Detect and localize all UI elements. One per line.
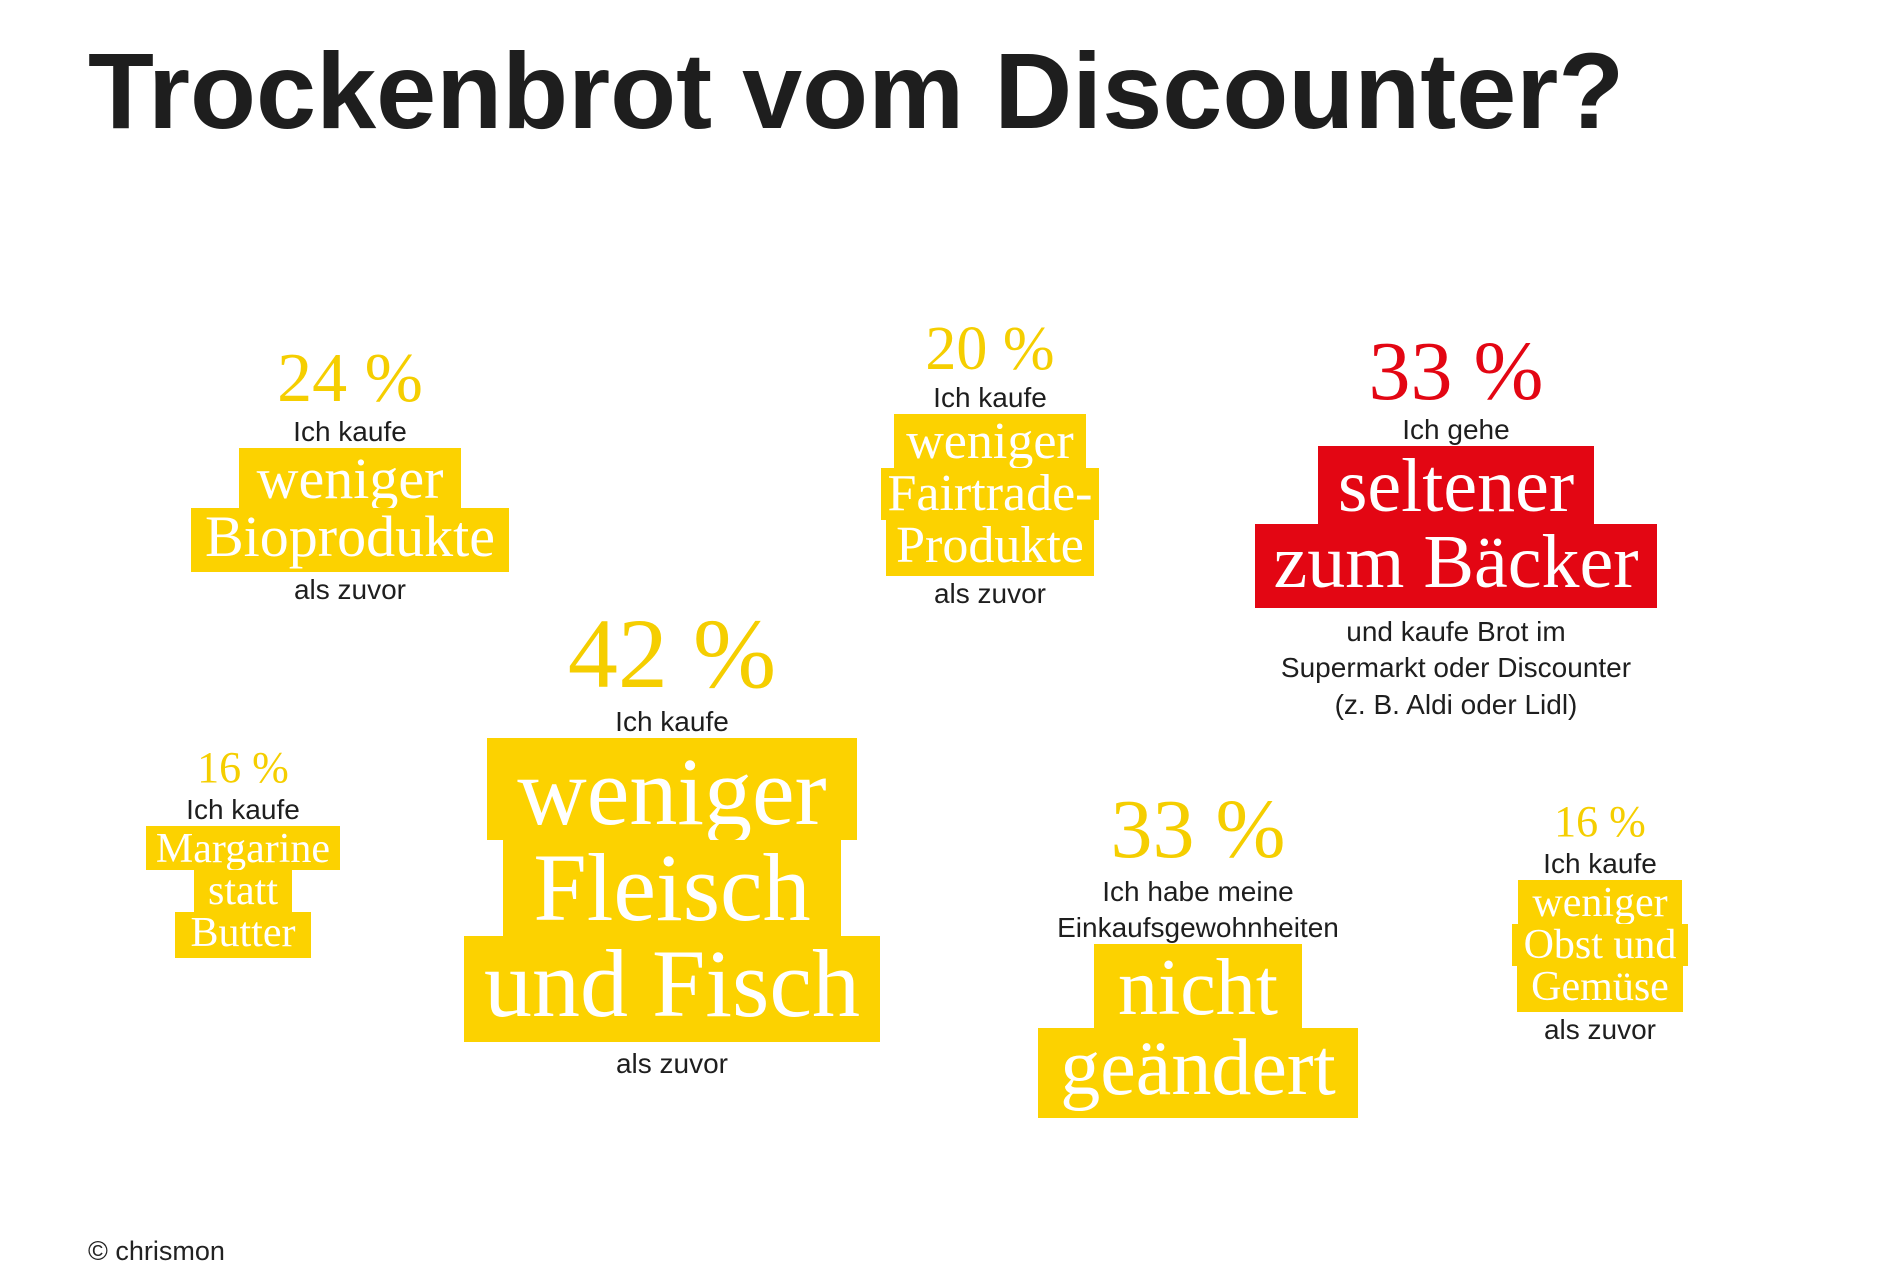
highlight-line: und Fisch bbox=[463, 936, 881, 1043]
highlight-line: Butter bbox=[174, 912, 312, 959]
percent-value: 24 % bbox=[277, 340, 423, 417]
tail-text: als zuvor bbox=[1543, 1014, 1657, 1046]
lead-text: Ich kaufe bbox=[933, 382, 1047, 413]
tail-text: und kaufe Brot im bbox=[1346, 616, 1566, 648]
highlight-line: zum Bäcker bbox=[1255, 524, 1657, 609]
percent-value: 16 % bbox=[1554, 797, 1646, 846]
lead-text: Ich kaufe bbox=[615, 706, 729, 737]
highlight-line: weniger bbox=[238, 448, 462, 509]
highlight-line: nicht bbox=[1094, 944, 1302, 1029]
highlight-block: weniger Fleisch und Fisch bbox=[400, 738, 944, 1043]
percent-value: 16 % bbox=[197, 743, 289, 792]
highlight-line: Gemüse bbox=[1517, 966, 1683, 1013]
stat-bioprodukte: 24 % Ich kaufe weniger Bioprodukte als z… bbox=[162, 344, 538, 606]
highlight-line: weniger bbox=[487, 738, 857, 841]
stat-baecker: 33 % Ich gehe seltener zum Bäcker und ka… bbox=[1206, 330, 1706, 721]
stat-margarine: 16 % Ich kaufe Margarine statt Butter bbox=[130, 743, 356, 959]
stat-obst-gemuese: 16 % Ich kaufe weniger Obst und Gemüse a… bbox=[1488, 800, 1712, 1046]
tail-text: (z. B. Aldi oder Lidl) bbox=[1334, 688, 1578, 720]
highlight-line: Margarine bbox=[145, 826, 341, 871]
percent-value: 33 % bbox=[1110, 783, 1286, 876]
highlight-line: Fairtrade- bbox=[881, 468, 1099, 521]
page-title: Trockenbrot vom Discounter? bbox=[88, 30, 1625, 151]
copyright-credit: © chrismon bbox=[88, 1236, 225, 1266]
lead-text: Ich kaufe bbox=[186, 794, 300, 825]
tail-text: als zuvor bbox=[615, 1048, 729, 1080]
highlight-block: weniger Fairtrade- Produkte bbox=[860, 414, 1120, 577]
highlight-line: Obst und bbox=[1511, 924, 1689, 967]
tail-text: als zuvor bbox=[293, 574, 407, 606]
tail-text: Supermarkt oder Discounter bbox=[1280, 652, 1632, 684]
lead-text: Ich habe meine bbox=[1102, 876, 1294, 907]
stat-fleisch-fisch: 42 % Ich kaufe weniger Fleisch und Fisch… bbox=[400, 604, 944, 1080]
highlight-block: Margarine statt Butter bbox=[130, 826, 356, 959]
lead-text: Einkaufsgewohnheiten bbox=[1057, 912, 1339, 944]
stat-nicht-geaendert: 33 % Ich habe meine Einkaufsgewohnheiten… bbox=[1000, 783, 1396, 1119]
highlight-block: nicht geändert bbox=[1000, 944, 1396, 1119]
highlight-line: statt bbox=[194, 870, 292, 913]
highlight-line: Produkte bbox=[886, 520, 1094, 577]
stat-fairtrade: 20 % Ich kaufe weniger Fairtrade- Produk… bbox=[860, 318, 1120, 610]
lead-text: Ich gehe bbox=[1402, 414, 1510, 445]
highlight-line: Fleisch bbox=[503, 840, 841, 937]
highlight-line: seltener bbox=[1317, 446, 1595, 525]
highlight-line: weniger bbox=[894, 414, 1086, 469]
highlight-block: weniger Obst und Gemüse bbox=[1488, 880, 1712, 1013]
highlight-block: weniger Bioprodukte bbox=[162, 448, 538, 573]
tail-text: als zuvor bbox=[933, 578, 1047, 610]
highlight-block: seltener zum Bäcker bbox=[1206, 446, 1706, 609]
percent-value: 42 % bbox=[567, 598, 777, 709]
lead-text: Ich kaufe bbox=[1543, 848, 1657, 879]
highlight-line: weniger bbox=[1518, 880, 1682, 925]
highlight-line: geändert bbox=[1038, 1028, 1358, 1119]
percent-value: 20 % bbox=[925, 315, 1055, 383]
lead-text: Ich kaufe bbox=[293, 416, 407, 447]
percent-value: 33 % bbox=[1368, 325, 1544, 418]
highlight-line: Bioprodukte bbox=[191, 508, 509, 573]
